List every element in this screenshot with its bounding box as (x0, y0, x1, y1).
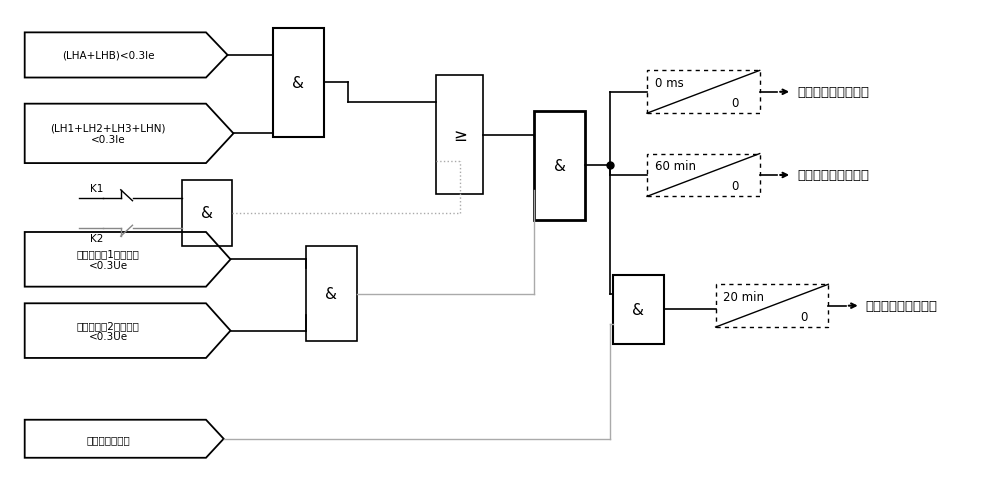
Bar (182, 181, 232, 247)
Text: ≥: ≥ (453, 126, 467, 144)
Bar (647, 154, 760, 197)
Text: &: & (632, 302, 644, 317)
Text: &: & (554, 159, 566, 174)
Text: K2: K2 (90, 234, 103, 244)
Bar (613, 275, 664, 344)
Bar (716, 285, 828, 327)
Text: (LHA+LHB)<0.3Ie: (LHA+LHB)<0.3Ie (62, 51, 154, 61)
Text: 冷却器全停报警信号: 冷却器全停报警信号 (797, 86, 869, 99)
Text: &: & (201, 206, 213, 221)
Text: 0: 0 (731, 97, 739, 110)
Bar (647, 71, 760, 114)
Text: 冷却器进线2母线电压
<0.3Ue: 冷却器进线2母线电压 <0.3Ue (77, 320, 140, 342)
Text: 跳变变压器三侧开关: 跳变变压器三侧开关 (797, 169, 869, 182)
Text: (LH1+LH2+LH3+LHN)
<0.3Ie: (LH1+LH2+LH3+LHN) <0.3Ie (50, 123, 166, 145)
Text: 60 min: 60 min (655, 160, 696, 173)
Bar (306, 247, 357, 342)
Bar (534, 112, 585, 221)
Text: &: & (292, 76, 304, 91)
Text: K1: K1 (90, 183, 103, 193)
Text: 0 ms: 0 ms (655, 76, 684, 90)
Bar (273, 29, 324, 137)
Text: 0: 0 (731, 180, 739, 193)
Bar (436, 76, 483, 195)
Text: 20 min: 20 min (723, 290, 764, 303)
Text: 0: 0 (800, 310, 807, 323)
Text: &: & (325, 287, 337, 302)
Text: 跳变变压器三侧开关: 跳变变压器三侧开关 (866, 300, 938, 313)
Text: 变压器油温超高: 变压器油温超高 (86, 434, 130, 444)
Text: 冷却器进线1母线电压
<0.3Ue: 冷却器进线1母线电压 <0.3Ue (77, 249, 140, 271)
